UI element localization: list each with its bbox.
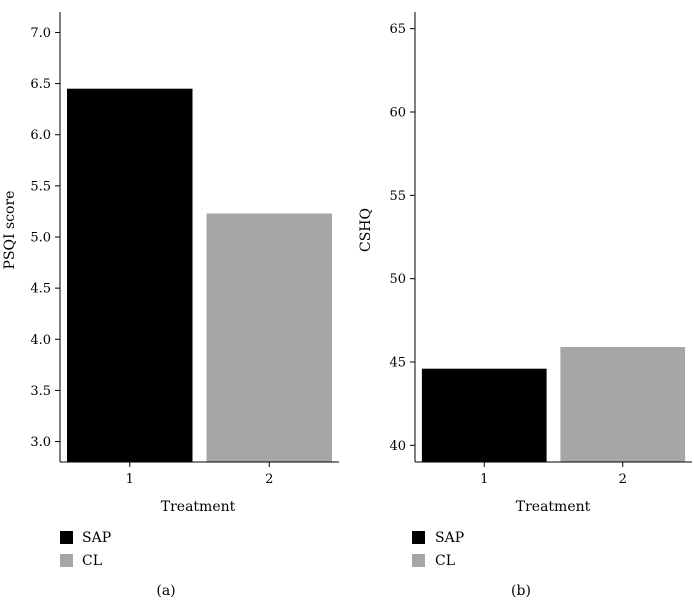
- panel-a-bar-cl: [206, 213, 332, 462]
- panel-b-legend-swatch-sap: [412, 531, 425, 544]
- panel-a-x-axis-title: Treatment: [161, 499, 236, 515]
- panel-a-legend-swatch-cl: [60, 554, 73, 567]
- panel-a-y-tick-label: 5.5: [30, 179, 51, 194]
- panel-b-plot-area: 40 45 50 55 60 65 1 2: [389, 12, 692, 487]
- panel-b-legend-label-cl: CL: [435, 553, 455, 569]
- panel-a-y-tick-label: 7.0: [30, 26, 51, 41]
- panel-b-bar-sap: [421, 368, 547, 462]
- panel-b-y-axis-title: CSHQ: [358, 208, 374, 252]
- panel-a-legend: SAP CL: [60, 530, 111, 569]
- panel-b-y-tick-label: 50: [389, 272, 406, 287]
- panel-a-y-tick-label: 6.0: [30, 128, 51, 143]
- panel-a-y-tick-label: 5.0: [30, 231, 51, 246]
- panel-b-x-tick-label: 1: [480, 472, 488, 487]
- panel-b-legend-label-sap: SAP: [435, 530, 464, 546]
- panel-b-y-tick-label: 40: [389, 439, 406, 454]
- panel-b-y-tick-label: 65: [389, 22, 406, 37]
- panel-b-bar-cl: [560, 347, 686, 462]
- panel-a-legend-label-cl: CL: [82, 553, 102, 569]
- panel-b: 40 45 50 55 60 65 1 2 CSHQ Treatment SAP CL (b): [358, 12, 692, 599]
- panel-a-bar-sap: [67, 88, 193, 462]
- panel-b-legend: SAP CL: [412, 530, 464, 569]
- panel-b-x-axis-title: Treatment: [516, 499, 591, 515]
- panel-b-legend-swatch-cl: [412, 554, 425, 567]
- panel-a-y-tick-label: 6.5: [30, 77, 51, 92]
- panel-b-label: (b): [511, 583, 531, 599]
- panel-b-x-tick-label: 2: [619, 472, 627, 487]
- panel-a-y-tick-label: 3.5: [30, 384, 51, 399]
- panel-b-y-tick-label: 60: [389, 106, 406, 121]
- panel-b-y-tick-label: 45: [389, 356, 406, 371]
- panel-a-y-tick-label: 4.5: [30, 282, 51, 297]
- panel-b-y-tick-label: 55: [389, 189, 406, 204]
- panel-a-y-tick-label: 3.0: [30, 435, 51, 450]
- panel-a: 3.0 3.5 4.0 4.5 5.0 5.5 6.0 6.5 7.0 1 2 PSQI score…: [2, 12, 339, 599]
- panel-a-plot-area: 3.0 3.5 4.0 4.5 5.0 5.5 6.0 6.5 7.0 1 2: [30, 12, 339, 487]
- panel-a-y-axis-title: PSQI score: [2, 191, 18, 270]
- panel-a-legend-swatch-sap: [60, 531, 73, 544]
- panel-a-label: (a): [156, 583, 175, 599]
- panel-a-x-tick-label: 1: [126, 472, 134, 487]
- panel-a-legend-label-sap: SAP: [82, 530, 111, 546]
- panel-a-x-tick-label: 2: [265, 472, 273, 487]
- panel-a-y-tick-label: 4.0: [30, 333, 51, 348]
